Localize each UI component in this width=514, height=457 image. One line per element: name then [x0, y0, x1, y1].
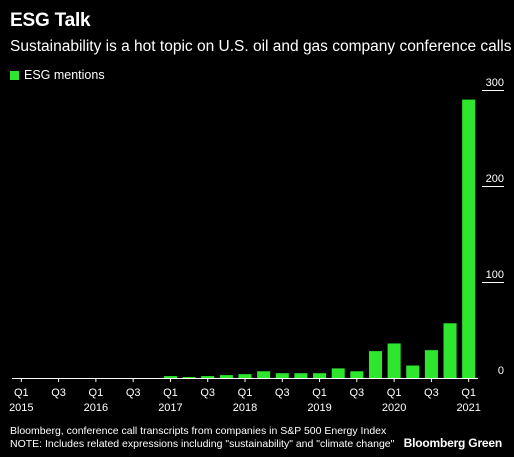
x-tick-label-year: 2015 — [9, 402, 33, 414]
x-tick-label-quarter: Q3 — [126, 387, 141, 399]
legend: ESG mentions — [10, 68, 105, 82]
bar-q4-2019 — [368, 351, 383, 378]
brand-logo: Bloomberg Green — [403, 436, 503, 450]
chart-subtitle: Sustainability is a hot topic on U.S. oi… — [10, 38, 512, 55]
bar-q3-2017 — [201, 376, 215, 378]
x-tick-label-quarter: Q3 — [349, 387, 364, 399]
x-tick-label-year: 2021 — [456, 402, 480, 414]
bar-q4-2020 — [443, 323, 457, 378]
y-tick-label: 0 — [498, 365, 504, 377]
bar-q2-2019 — [331, 368, 345, 378]
bar-q2-2018 — [257, 371, 271, 378]
bar-q3-2019 — [350, 371, 364, 378]
bar-q2-2017 — [182, 377, 196, 378]
x-tick-label-year: 2016 — [84, 402, 108, 414]
bar-q4-2017 — [219, 375, 233, 378]
x-tick-label-quarter: Q1 — [387, 387, 402, 399]
bar-q1-2019 — [313, 373, 327, 378]
x-tick-label-quarter: Q3 — [424, 387, 439, 399]
bar-q1-2020 — [387, 343, 401, 378]
x-tick-label-quarter: Q3 — [275, 387, 290, 399]
x-tick-label-quarter: Q1 — [14, 387, 29, 399]
x-tick-label-quarter: Q1 — [163, 387, 178, 399]
x-tick-label-quarter: Q3 — [200, 387, 215, 399]
x-tick-label-year: 2017 — [158, 402, 182, 414]
x-tick-label-quarter: Q3 — [51, 387, 66, 399]
bar-q3-2020 — [424, 350, 438, 378]
x-tick-label-quarter: Q1 — [238, 387, 253, 399]
bar-q1-2017 — [163, 376, 177, 378]
y-tick-label: 300 — [486, 77, 504, 89]
source-note: Bloomberg, conference call transcripts f… — [10, 425, 387, 437]
x-tick-label-year: 2019 — [307, 402, 331, 414]
x-axis: Q1 2015 Q3 Q1 2016 Q3 Q1 2017 Q3 Q1 2018 Q3 Q1 2019 Q3… — [9, 378, 481, 414]
bar-q3-2018 — [275, 373, 289, 378]
bar-q1-2018 — [238, 374, 252, 378]
x-tick-label-quarter: Q1 — [89, 387, 104, 399]
x-tick-label-quarter: Q1 — [461, 387, 476, 399]
bar-q2-2020 — [406, 365, 420, 378]
y-axis: 0 100 200 300 — [482, 77, 504, 377]
bar-q4-2018 — [294, 373, 308, 378]
chart-title: ESG Talk — [10, 10, 91, 31]
bar-q1-2021 — [462, 99, 476, 378]
legend-swatch — [10, 70, 19, 80]
x-tick-label-year: 2018 — [233, 402, 257, 414]
bars-group — [163, 99, 476, 378]
x-tick-label-year: 2020 — [382, 402, 406, 414]
y-tick-label: 200 — [486, 173, 504, 185]
footnote: NOTE: Includes related expressions inclu… — [10, 438, 395, 450]
x-tick-label-quarter: Q1 — [312, 387, 327, 399]
y-tick-label: 100 — [486, 269, 504, 281]
legend-label: ESG mentions — [24, 68, 105, 82]
